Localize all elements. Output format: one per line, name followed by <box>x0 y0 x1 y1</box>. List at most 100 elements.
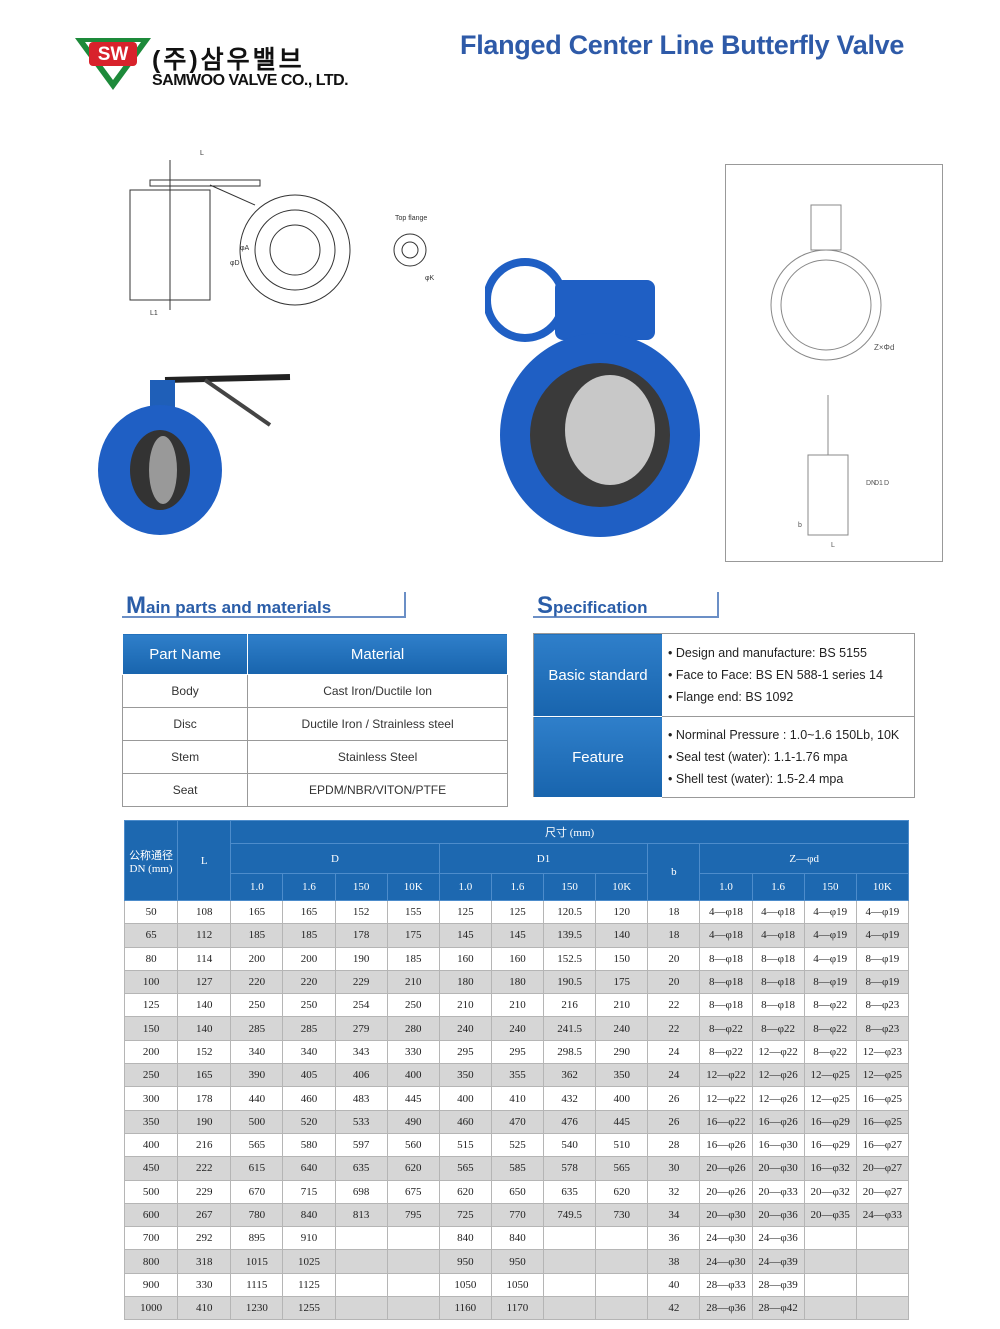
cell: 1050 <box>490 1272 545 1298</box>
cell: 840 <box>438 1226 492 1251</box>
cell: 1050 <box>438 1272 492 1298</box>
header-cell: 10K <box>386 873 440 901</box>
cell: 190.5 <box>542 969 597 995</box>
cell: 140 <box>177 1016 232 1041</box>
cell: 250 <box>123 1063 179 1088</box>
cell: 24—φ36 <box>751 1226 805 1251</box>
cell: 20 <box>647 969 701 995</box>
cell: 20—φ32 <box>803 1179 857 1204</box>
cell: 597 <box>334 1132 388 1158</box>
cell: 190 <box>334 946 388 971</box>
spec-items: • Norminal Pressure : 1.0~1.6 150Lb, 10K… <box>662 716 915 798</box>
cell: Stainless Steel <box>247 740 508 774</box>
cell: 580 <box>282 1132 336 1158</box>
dimension-table: 公称通径 DN (mm) L 尺寸 (mm) D D1 b Z—φd 1.0 1.6 150 1… <box>123 820 910 1321</box>
spec-item-text: Face to Face: BS EN 588-1 series 14 <box>675 668 883 682</box>
header-cell: 10K <box>855 873 910 901</box>
cell: 8—φ19 <box>855 969 910 995</box>
row: 50 108 165 165 152 155 125 125 120.5 120 18 4—φ18 4—… <box>123 899 910 925</box>
cell: 155 <box>386 899 440 925</box>
cell: 895 <box>230 1226 284 1251</box>
cell: 578 <box>542 1156 597 1181</box>
cell: 8—φ18 <box>751 946 805 971</box>
cell: 12—φ22 <box>751 1039 805 1065</box>
cell: 4—φ19 <box>803 899 857 925</box>
cell: 127 <box>177 969 232 995</box>
cell: 200 <box>230 946 284 971</box>
row: Seat EPDM/NBR/VITON/PTFE <box>121 773 508 807</box>
row: 1000 410 1230 1255 1160 1170 42 28—φ36 28—φ42 <box>123 1296 910 1321</box>
cell: 330 <box>177 1272 232 1298</box>
cell: 490 <box>386 1109 440 1134</box>
cell: 4—φ18 <box>751 899 805 925</box>
row: 350 190 500 520 533 490 460 470 476 445 26 16—φ22 16… <box>123 1109 910 1134</box>
cell: 355 <box>490 1063 545 1088</box>
cell: Stem <box>121 740 249 774</box>
cell: 250 <box>386 993 440 1018</box>
row: 300 178 440 460 483 445 400 410 432 400 26 12—φ22 12… <box>123 1086 910 1111</box>
header-cell: D1 <box>438 843 649 874</box>
header-cell: 150 <box>803 873 857 901</box>
cell: 8—φ22 <box>803 993 857 1018</box>
cell <box>595 1249 649 1274</box>
cell: 180 <box>438 969 492 995</box>
cell: 400 <box>595 1086 649 1111</box>
cell: 139.5 <box>542 923 597 948</box>
drawing-label: D1 <box>874 480 883 487</box>
cell: 12—φ25 <box>803 1086 857 1111</box>
cell: 780 <box>230 1202 284 1228</box>
row: 500 229 670 715 698 675 620 650 635 620 32 20—φ26 20… <box>123 1179 910 1204</box>
cell: 12—φ22 <box>699 1063 753 1088</box>
header-cell: Material <box>247 633 508 675</box>
company-kr: (주)삼우밸브 <box>152 46 305 74</box>
row: 250 165 390 405 406 400 350 355 362 350 24 12—φ22 12… <box>123 1063 910 1088</box>
cell: 175 <box>595 969 649 995</box>
header-cell: 1.6 <box>282 873 336 901</box>
cell: 12—φ26 <box>751 1063 805 1088</box>
cell: Seat <box>121 773 249 807</box>
row: 125 140 250 250 254 250 210 210 216 210 22 8—φ18 8—φ… <box>123 993 910 1018</box>
cell: 65 <box>123 923 179 948</box>
cell: 241.5 <box>542 1016 597 1041</box>
row: Disc Ductile Iron / Strainless steel <box>121 707 508 741</box>
cell: 140 <box>177 993 232 1018</box>
cell: 362 <box>542 1063 597 1088</box>
cell: 16—φ30 <box>751 1132 805 1158</box>
cell: 410 <box>177 1296 232 1321</box>
cell: 800 <box>123 1249 179 1274</box>
cell: 20—φ26 <box>699 1179 753 1204</box>
cell: 4—φ19 <box>803 946 857 971</box>
header-cell: 1.0 <box>230 873 284 901</box>
cell: 620 <box>386 1156 440 1181</box>
cell: 343 <box>334 1039 388 1065</box>
cell: 4—φ19 <box>803 923 857 948</box>
cell: 525 <box>490 1132 545 1158</box>
cell: 4—φ19 <box>855 899 910 925</box>
cell: 515 <box>438 1132 492 1158</box>
cell: 16—φ27 <box>855 1132 910 1158</box>
cell: 40 <box>647 1272 701 1298</box>
cell: 16—φ22 <box>699 1109 753 1134</box>
cell: 795 <box>386 1202 440 1228</box>
cell: 298.5 <box>542 1039 597 1065</box>
cell: 295 <box>490 1039 545 1065</box>
cell: 1255 <box>282 1296 336 1321</box>
cell: 22 <box>647 993 701 1018</box>
drawing-label: L <box>200 150 204 157</box>
cell: 185 <box>386 946 440 971</box>
cell: 1230 <box>230 1296 284 1321</box>
cell: 140 <box>595 923 649 948</box>
page-title: Flanged Center Line Butterfly Valve <box>460 30 905 60</box>
cell <box>803 1296 857 1321</box>
drawing-label: φD <box>230 260 240 267</box>
cell: 240 <box>438 1016 492 1041</box>
cell: 700 <box>123 1226 179 1251</box>
cell: 20—φ27 <box>855 1179 910 1204</box>
cell: 178 <box>334 923 388 948</box>
cell: 160 <box>490 946 545 971</box>
cell: 145 <box>490 923 545 948</box>
cell: 185 <box>282 923 336 948</box>
cell: 50 <box>123 899 179 925</box>
cell: 222 <box>177 1156 232 1181</box>
cell: 210 <box>386 969 440 995</box>
